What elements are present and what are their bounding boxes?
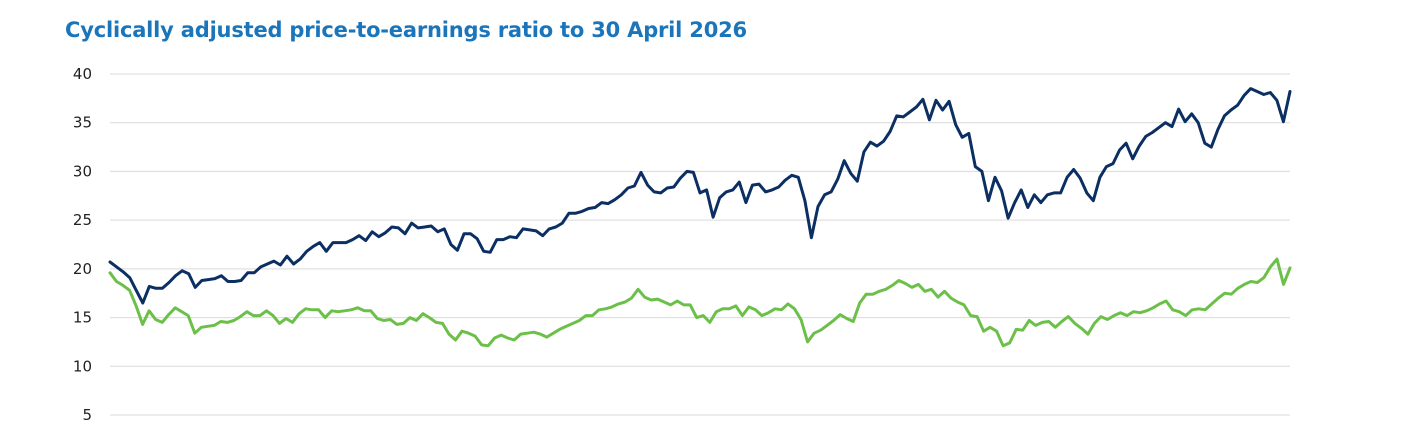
y-tick-label-5: 5 [82, 406, 92, 424]
series-line-1 [108, 87, 1292, 305]
y-tick-label-25: 25 [73, 211, 92, 229]
y-tick-label-40: 40 [73, 65, 92, 83]
y-axis-tick-labels: 40 35 30 25 20 15 10 5 [73, 65, 92, 424]
y-tick-label-10: 10 [73, 357, 92, 375]
chart-title: Cyclically adjusted price-to-earnings ra… [65, 18, 747, 42]
series-line-2 [108, 257, 1292, 348]
gridlines [110, 73, 1290, 416]
y-tick-label-30: 30 [73, 162, 92, 180]
series-lines [108, 87, 1292, 348]
y-tick-label-20: 20 [73, 260, 92, 278]
y-tick-label-15: 15 [73, 309, 92, 327]
y-tick-label-35: 35 [73, 114, 92, 132]
